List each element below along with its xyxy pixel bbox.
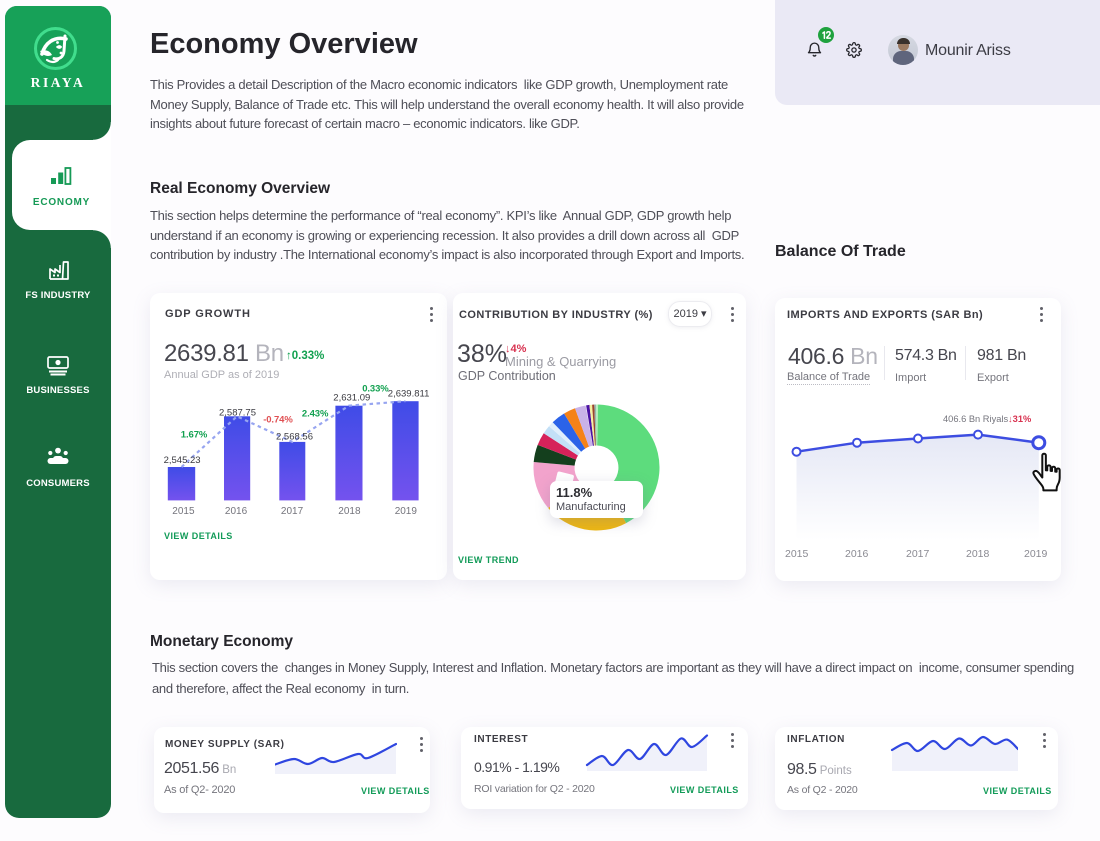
svg-text:2017: 2017 xyxy=(906,548,930,560)
svg-text:2016: 2016 xyxy=(225,506,248,517)
svg-text:2,545.23: 2,545.23 xyxy=(164,455,201,466)
svg-text:2017: 2017 xyxy=(281,506,304,517)
svg-text:2018: 2018 xyxy=(966,548,990,560)
svg-text:2015: 2015 xyxy=(785,548,809,560)
svg-text:2019: 2019 xyxy=(1024,548,1048,560)
svg-text:-0.74%: -0.74% xyxy=(263,414,293,425)
svg-text:2016: 2016 xyxy=(845,548,869,560)
svg-text:2,631.09: 2,631.09 xyxy=(333,393,370,404)
svg-text:1.67%: 1.67% xyxy=(181,429,208,440)
svg-text:2.43%: 2.43% xyxy=(302,408,329,419)
svg-text:406.6 Bn Riyals: 406.6 Bn Riyals xyxy=(943,414,1008,424)
svg-text:2,639.811: 2,639.811 xyxy=(388,388,430,399)
svg-text:2,568.56: 2,568.56 xyxy=(276,432,313,443)
svg-text:↓31%: ↓31% xyxy=(1008,414,1032,424)
svg-text:0.33%: 0.33% xyxy=(362,384,389,395)
svg-text:2019: 2019 xyxy=(395,506,418,517)
svg-text:2,587.75: 2,587.75 xyxy=(219,408,256,419)
svg-text:2015: 2015 xyxy=(172,506,195,517)
svg-text:2018: 2018 xyxy=(338,506,361,517)
